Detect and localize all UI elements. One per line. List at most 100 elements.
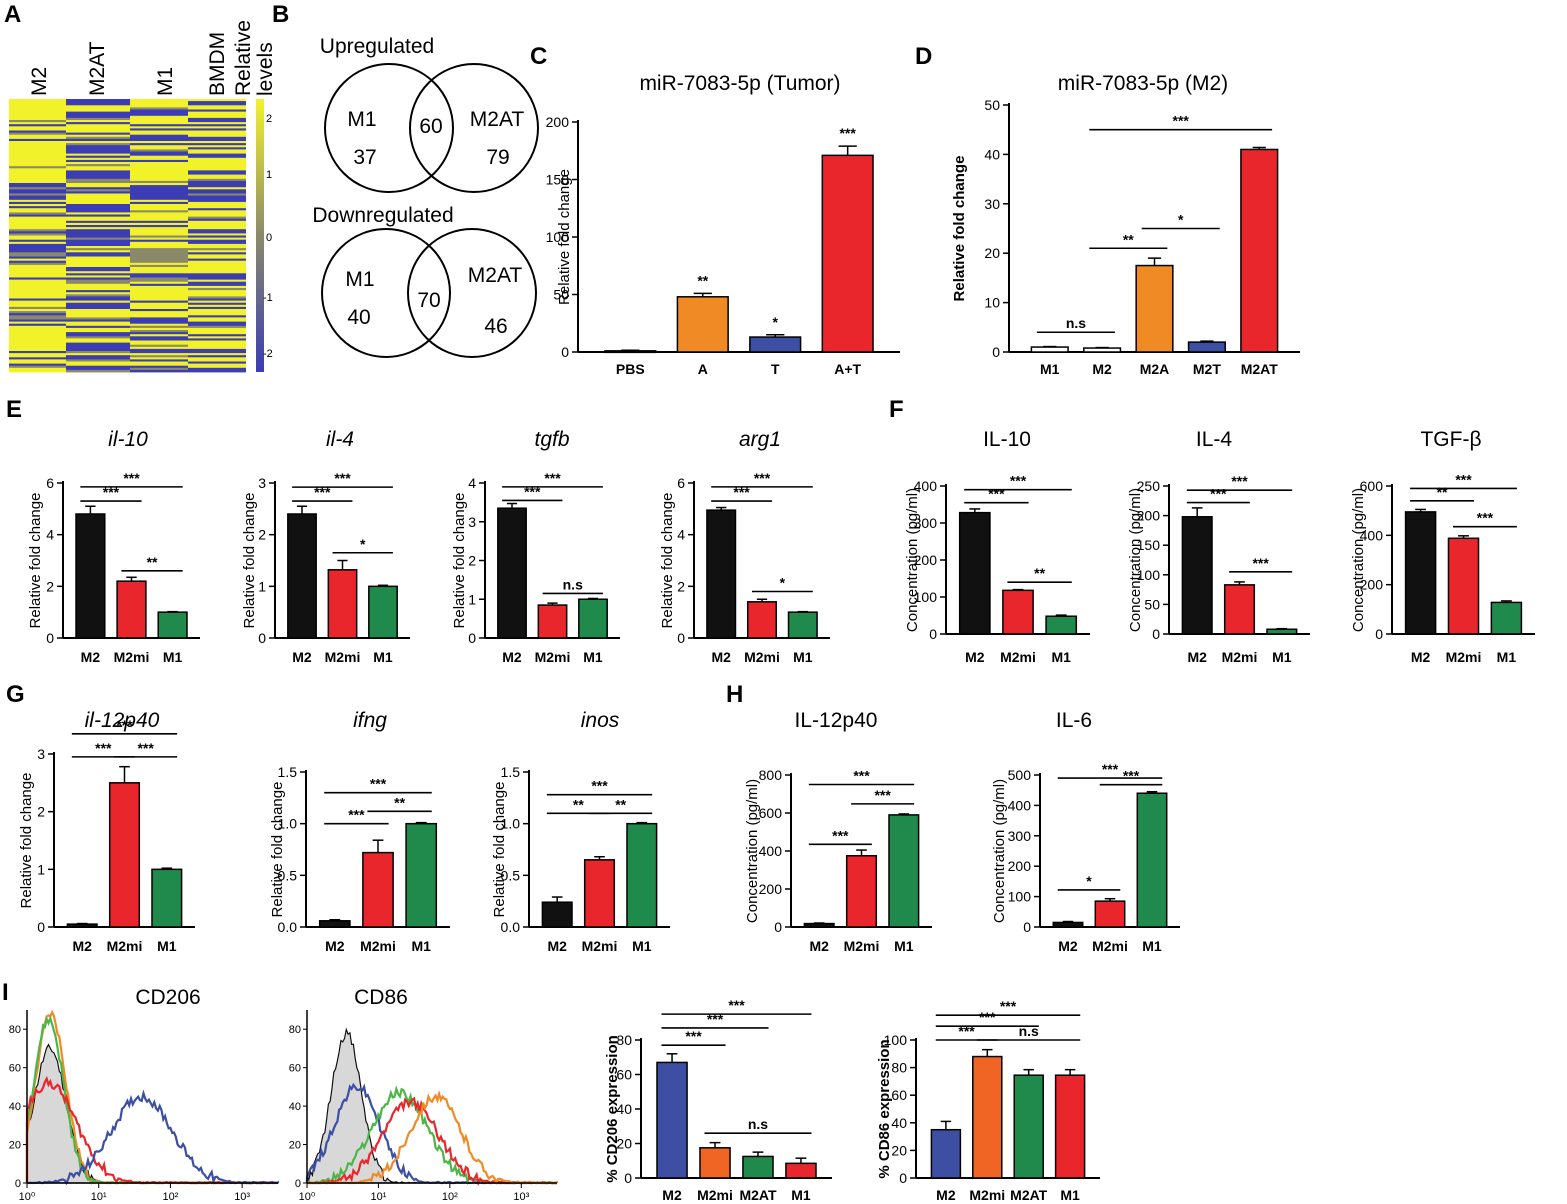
heatmap-cell [66, 124, 130, 127]
heatmap-cell [130, 210, 188, 213]
heatmap-cell [188, 313, 246, 316]
bar-m2mi [699, 1147, 731, 1179]
y-tick-label: 1.5 [501, 764, 521, 780]
heatmap-cell [9, 193, 66, 196]
x-tick-label: 10¹ [91, 1191, 107, 1203]
heatmap-cell [9, 344, 66, 348]
heatmap-cell [9, 300, 66, 304]
heatmap-cell [66, 134, 130, 138]
heatmap-cell [9, 155, 66, 159]
heatmap-cell [66, 342, 130, 346]
heatmap-cell [66, 340, 130, 343]
category-label: T [771, 361, 780, 377]
heatmap-cell [188, 99, 246, 102]
heatmap-cell [9, 178, 66, 182]
heatmap-cell [188, 218, 246, 222]
heatmap-cell [9, 117, 66, 121]
y-tick-label: 2 [258, 527, 266, 543]
heatmap-cell [130, 271, 188, 274]
heatmap-cell [66, 323, 130, 327]
heatmap-cell [188, 321, 246, 325]
heatmap-cell [66, 145, 130, 148]
heatmap-cell [130, 239, 188, 243]
y-tick-label: 40 [9, 1101, 21, 1113]
heatmap-cell [66, 315, 130, 318]
category-label: M2AT [739, 1187, 777, 1203]
significance-label: *** [591, 778, 608, 794]
y-tick-label: 0 [1023, 919, 1031, 935]
y-tick-label: 400 [1360, 527, 1384, 543]
significance-label: *** [728, 997, 745, 1013]
heatmap-cell [9, 365, 66, 369]
bar-m2 [497, 507, 527, 639]
heatmap-cell [188, 309, 246, 312]
heatmap-cell [66, 237, 130, 241]
heatmap-cell [130, 344, 188, 348]
heatmap-cell [188, 115, 246, 119]
heatmap-column-m1: M1 [154, 67, 177, 96]
heatmap-cell [188, 327, 246, 331]
heatmap-cell [66, 325, 130, 329]
significance-label: *** [958, 1023, 975, 1039]
heatmap-cell [130, 336, 188, 339]
heatmap-cell [130, 193, 188, 196]
y-tick-label: 60 [289, 1063, 301, 1075]
venn-down-right-label: M2AT [468, 264, 523, 287]
heatmap-cell [9, 183, 66, 186]
heatmap-cell [188, 351, 246, 354]
heatmap-cell [188, 183, 246, 186]
bar-m1 [888, 814, 920, 928]
heatmap-cell [130, 159, 188, 163]
category-label: M2mi [1446, 649, 1482, 665]
heatmap-cell [9, 220, 66, 224]
heatmap-cell [130, 231, 188, 234]
heatmap-cell [188, 220, 246, 224]
heatmap-cell [9, 185, 66, 188]
y-tick-label: 0 [258, 630, 266, 646]
heatmap-cell [130, 138, 188, 142]
y-tick-label: 800 [759, 767, 783, 783]
y-tick-label: 10 [984, 295, 1000, 311]
y-tick-label: 200 [1360, 577, 1384, 593]
significance-label: * [360, 536, 366, 552]
y-tick-label: 400 [1008, 797, 1032, 813]
heatmap-cell [9, 153, 66, 157]
significance-label: *** [754, 470, 771, 486]
heatmap-cell [66, 138, 130, 142]
heatmap-cell [66, 229, 130, 232]
heatmap-cell [9, 189, 66, 192]
panel-letter-d: D [915, 43, 932, 70]
histogram-cd206: 0 20 40 60 80 10⁰ 10¹ 10² 10³ CD206 [9, 986, 280, 1203]
heatmap-cell [9, 269, 66, 272]
heatmap-cell [9, 206, 66, 209]
heatmap-cell [9, 147, 66, 150]
heatmap-cell [9, 168, 66, 171]
y-axis-label: Concentration (pg/ml) [991, 779, 1008, 923]
bar-m1 [785, 1162, 817, 1179]
y-tick-label: 0 [468, 630, 476, 646]
heatmap-cell [9, 353, 66, 356]
category-label: M1 [1051, 649, 1071, 665]
heatmap-cell [130, 281, 188, 285]
heatmap-cell [66, 357, 130, 360]
heatmap-cell [188, 346, 246, 350]
venn-down-overlap-count: 70 [417, 289, 440, 312]
y-tick-label: 2 [37, 804, 45, 820]
category-label: M1 [1497, 649, 1517, 665]
bar-m1 [1136, 792, 1168, 928]
heatmap-cell [66, 208, 130, 211]
significance-label: ** [394, 794, 405, 810]
heatmap-cell [66, 128, 130, 131]
heatmap-cell [9, 237, 66, 241]
significance-label: *** [979, 1009, 996, 1025]
significance-label: *** [137, 740, 154, 756]
heatmap-cell [9, 120, 66, 123]
heatmap-cell [130, 229, 188, 232]
y-tick-label: 0 [624, 1170, 632, 1186]
heatmap-cell [9, 346, 66, 350]
